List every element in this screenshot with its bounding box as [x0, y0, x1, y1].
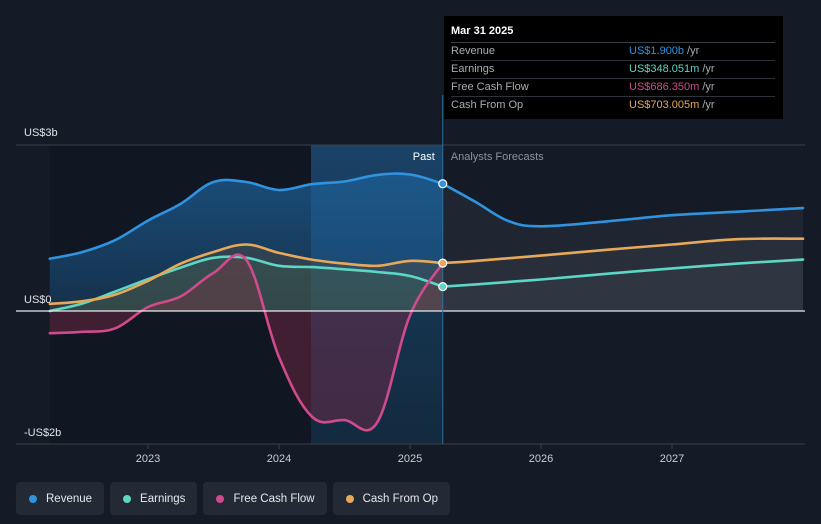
legend-item-label: Earnings — [140, 492, 186, 505]
legend-item-label: Cash From Op — [362, 492, 439, 505]
free-cash-flow-line — [48, 253, 445, 432]
tooltip-row-unit: /yr — [702, 63, 715, 75]
tooltip-row-value: US$686.350m — [629, 81, 700, 93]
cash-from-op-area — [49, 244, 443, 311]
y-tick-label: US$3b — [24, 127, 58, 139]
cash-from-op-marker — [438, 258, 448, 268]
x-tick-label: 2024 — [267, 453, 291, 465]
tooltip-row-value: US$1.900b — [629, 45, 685, 57]
tooltip-row-label: Revenue — [451, 45, 496, 57]
x-tick-label: 2027 — [660, 453, 684, 465]
earnings-line — [48, 255, 445, 313]
forecast-label: Analysts Forecasts — [451, 151, 544, 163]
legend-dot-icon — [29, 494, 37, 503]
legend-item-revenue[interactable]: Revenue — [16, 482, 105, 515]
revenue-marker — [438, 179, 448, 189]
tooltip-row: Free Cash Flow US$686.350m/yr — [451, 79, 775, 97]
tooltip-row-label: Earnings — [451, 63, 495, 75]
tooltip-row-unit: /yr — [687, 45, 700, 57]
revenue-forecast-line — [441, 182, 805, 228]
tooltip-row: Revenue US$1.900b/yr — [451, 43, 775, 61]
legend-item-cash-from-op[interactable]: Cash From Op — [332, 482, 451, 515]
tooltip-row-value: US$348.051m — [629, 63, 700, 75]
cash-from-op-line — [48, 243, 445, 306]
y-tick-label: -US$2b — [24, 427, 61, 439]
earnings-marker — [438, 282, 448, 292]
legend-dot-icon — [216, 494, 225, 503]
legend-dot-icon — [345, 494, 354, 503]
legend-dot-icon — [123, 494, 132, 503]
tooltip-row-value: US$703.005m — [629, 99, 700, 111]
earnings-forecast-area — [442, 259, 803, 311]
tooltip: Mar 31 2025 Revenue US$1.900b/yr Earnings U… — [444, 16, 783, 119]
tooltip-row: Cash From Op US$703.005m/yr — [451, 97, 775, 114]
legend-item-label: Revenue — [46, 492, 93, 505]
free-cash-flow-area — [49, 254, 443, 431]
revenue-area — [49, 173, 443, 311]
tooltip-row: Earnings US$348.051m/yr — [451, 61, 775, 79]
legend-item-free-cash-flow[interactable]: Free Cash Flow — [203, 482, 327, 515]
y-tick-label: US$0 — [24, 294, 52, 306]
legend-item-earnings[interactable]: Earnings — [110, 482, 198, 515]
tooltip-row-label: Cash From Op — [451, 99, 524, 111]
tooltip-row-unit: /yr — [702, 81, 715, 93]
x-tick-label: 2026 — [529, 453, 553, 465]
x-tick-label: 2025 — [398, 453, 422, 465]
tooltip-date: Mar 31 2025 — [451, 24, 775, 43]
legend-item-label: Free Cash Flow — [233, 492, 315, 505]
cash-from-op-forecast-line — [441, 237, 805, 265]
x-tick-label: 2023 — [136, 453, 160, 465]
earnings-forecast-line — [441, 258, 805, 288]
tooltip-row-label: Free Cash Flow — [451, 81, 529, 93]
revenue-line — [48, 172, 445, 260]
tooltip-row-unit: /yr — [702, 99, 715, 111]
past-label: Past — [413, 151, 435, 163]
legend: Revenue Earnings Free Cash Flow Cash From O… — [16, 482, 451, 515]
